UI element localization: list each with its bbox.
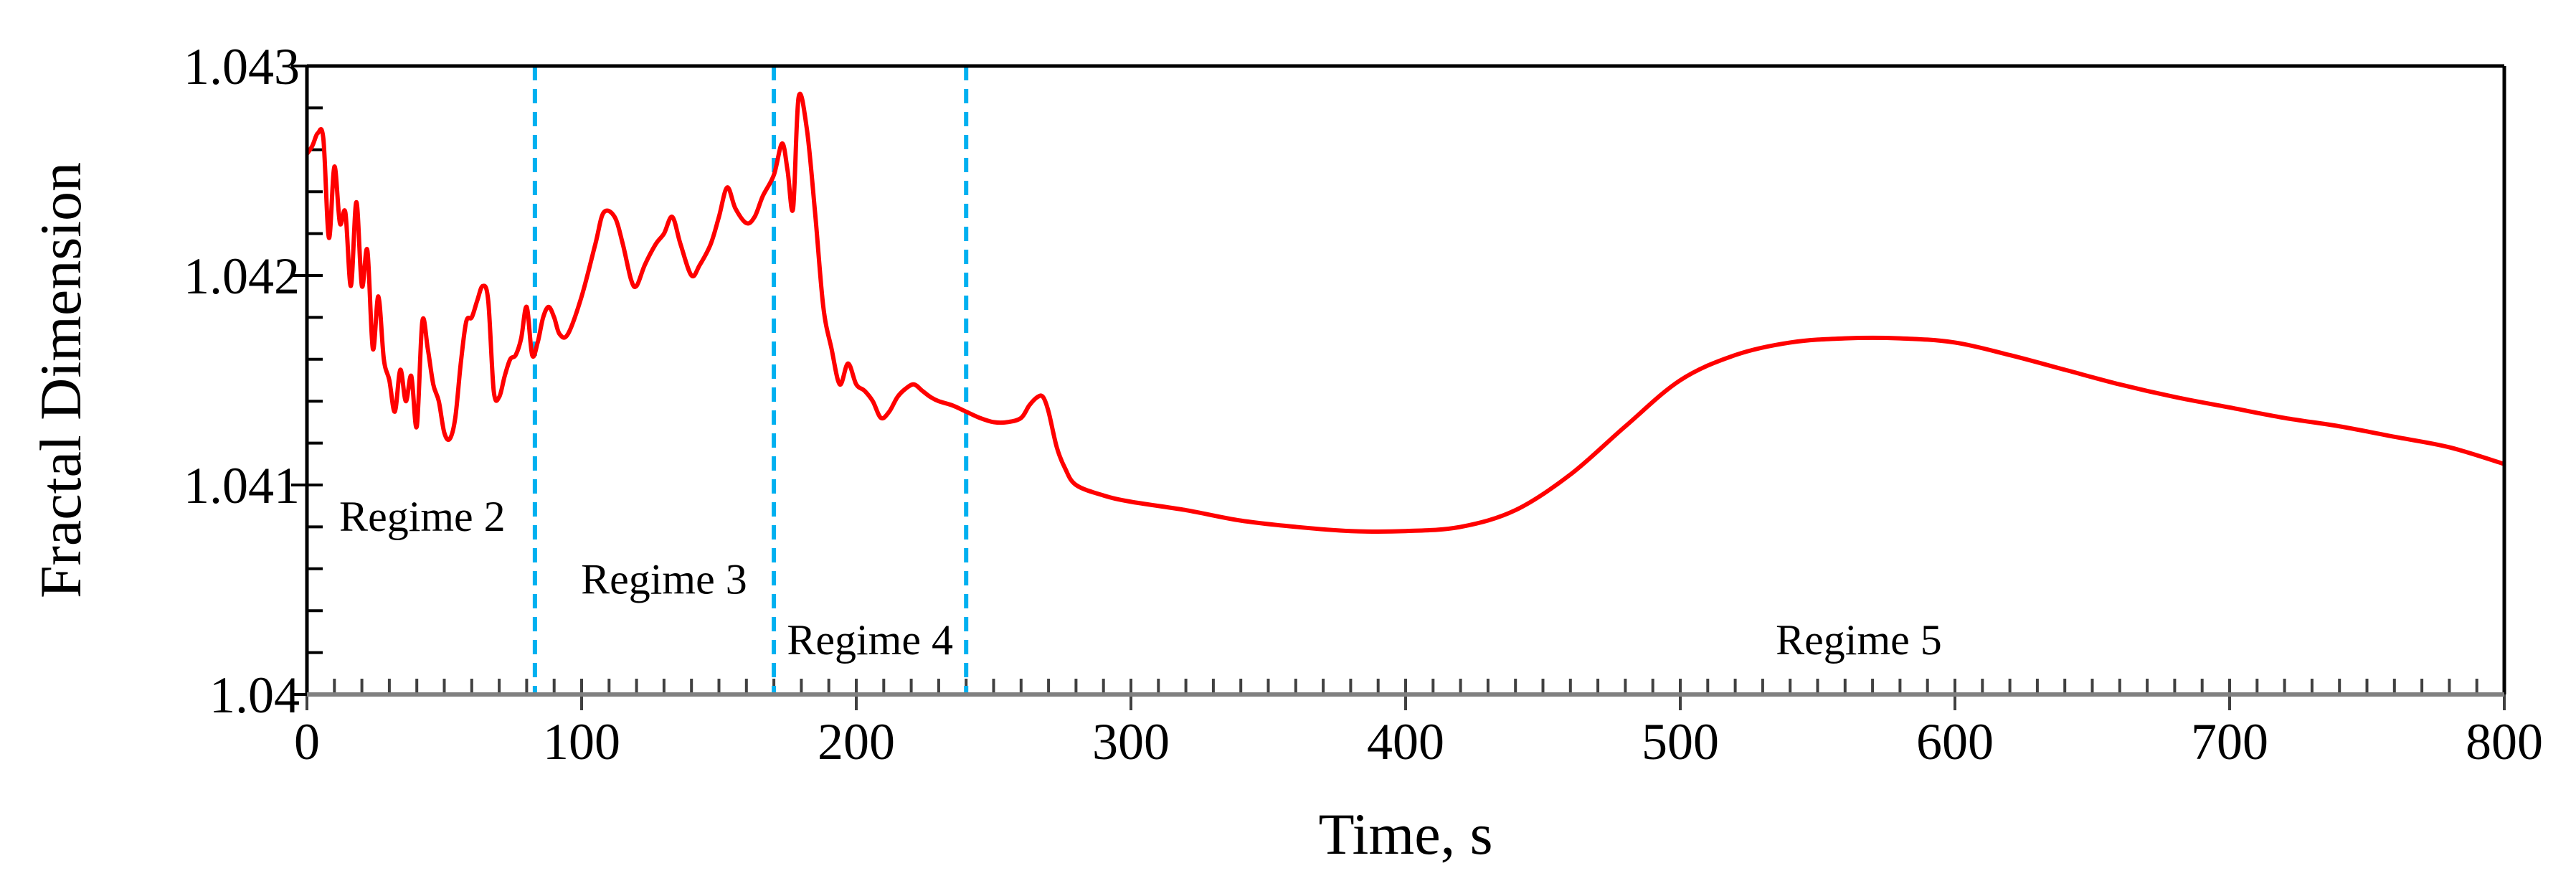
regime-label: Regime 5 <box>1776 616 1942 664</box>
minor-ticks <box>306 65 2506 696</box>
x-axis-title: Time, s <box>1318 801 1492 867</box>
y-tick-label: 1.042 <box>184 248 300 305</box>
regime-annotations: Regime 2 Regime 3 Regime 4 Regime 5 <box>339 493 1942 664</box>
x-tick-label: 400 <box>1367 713 1444 771</box>
regime-label: Regime 4 <box>787 616 953 664</box>
y-tick-label: 1.043 <box>184 38 300 95</box>
x-tick-label: 300 <box>1092 713 1170 771</box>
x-tick-label: 500 <box>1642 713 1719 771</box>
plot-frame <box>305 64 2506 697</box>
x-tick-label: 600 <box>1916 713 1994 771</box>
major-ticks <box>291 65 2506 710</box>
y-tick-label: 1.04 <box>209 666 300 724</box>
y-tick-label: 1.041 <box>184 457 300 514</box>
x-tick-labels: 0 100 200 300 400 500 600 700 800 <box>294 713 2543 771</box>
series-layer <box>305 91 2505 534</box>
x-tick-label: 700 <box>2191 713 2268 771</box>
series-line <box>305 91 2505 534</box>
x-tick-label: 0 <box>294 713 320 771</box>
y-axis-title: Fractal Dimension <box>28 162 93 598</box>
regime-label: Regime 3 <box>581 555 747 603</box>
regime-label: Regime 2 <box>339 493 506 540</box>
x-tick-label: 100 <box>543 713 620 771</box>
x-tick-label: 800 <box>2466 713 2543 771</box>
y-tick-labels: 1.04 1.041 1.042 1.043 <box>184 38 300 724</box>
x-tick-label: 200 <box>818 713 895 771</box>
